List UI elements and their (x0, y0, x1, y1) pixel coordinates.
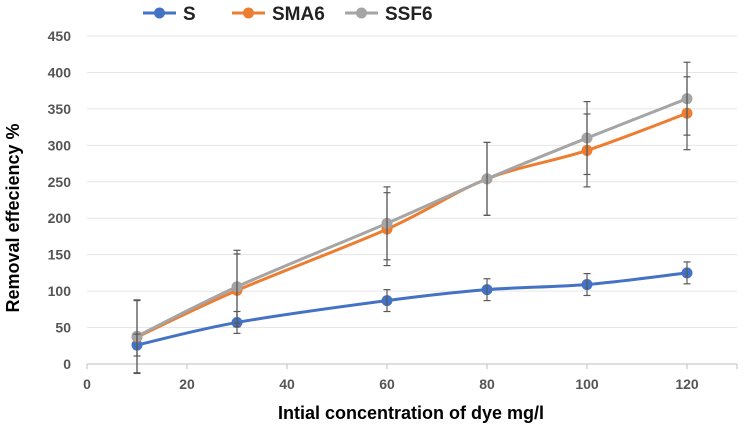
legend-label: SSF6 (385, 4, 433, 25)
legend-marker (154, 7, 165, 19)
x-tick-label: 0 (83, 376, 91, 392)
series-s (131, 267, 693, 351)
y-tick-label: 250 (48, 174, 72, 190)
y-tick-label: 0 (63, 356, 71, 372)
y-axis-title: Removal effeciency % (3, 123, 23, 312)
legend-label: S (183, 4, 196, 25)
series-line-sma6 (135, 111, 689, 339)
series-group (131, 61, 693, 375)
legend-item-sma6: SMA6 (232, 4, 325, 25)
x-tick-label: 40 (279, 376, 295, 392)
x-tick-label: 120 (675, 376, 699, 392)
y-tick-label: 150 (48, 247, 72, 263)
y-tick-label: 350 (48, 101, 72, 117)
series-sma6 (131, 107, 693, 343)
y-tick-label: 200 (48, 210, 72, 226)
series-line-s (135, 271, 689, 347)
legend: S SMA6 SSF6 (143, 4, 433, 25)
series-line-ssf6 (135, 97, 689, 338)
y-tick-label: 450 (48, 28, 72, 44)
legend-marker (356, 7, 367, 19)
error-bars-s (133, 261, 691, 357)
y-tick-label: 300 (48, 137, 72, 153)
x-tick-label: 20 (179, 376, 195, 392)
x-tick-label: 100 (575, 376, 599, 392)
y-tick-label: 100 (48, 283, 72, 299)
x-axis-title: Intial concentration of dye mg/l (278, 403, 544, 423)
y-tick-label: 50 (55, 320, 71, 336)
legend-item-s: S (143, 4, 196, 25)
error-bars-sma6 (133, 76, 691, 375)
legend-item-ssf6: SSF6 (345, 4, 433, 25)
gridlines (87, 35, 737, 329)
x-tick-label: 60 (379, 376, 395, 392)
legend-label: SMA6 (272, 4, 325, 25)
error-bars-ssf6 (133, 61, 691, 374)
axes: 0 50 100 150 200 250 300 350 400 450 0 20 40 60 80 100 1… (48, 28, 738, 392)
y-tick-label: 400 (48, 64, 72, 80)
legend-marker (243, 7, 254, 19)
x-tick-label: 80 (479, 376, 495, 392)
